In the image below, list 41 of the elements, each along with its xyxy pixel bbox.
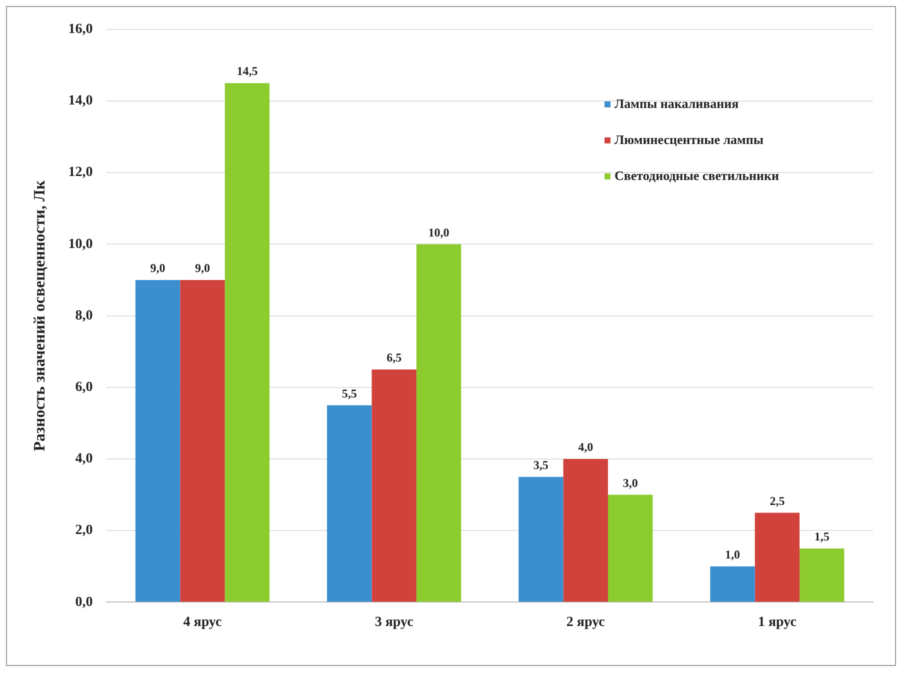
y-tick-label: 12,0 (68, 165, 93, 180)
y-tick-label: 8,0 (75, 308, 93, 324)
data-label: 4,0 (578, 440, 594, 454)
bar (754, 512, 800, 602)
x-tick-label: 1 ярус (758, 615, 796, 630)
data-label: 14,5 (236, 64, 258, 78)
bar (135, 280, 180, 602)
bar (800, 548, 844, 602)
legend-label: Лампы накаливания (614, 96, 739, 111)
y-tick-label: 14,0 (68, 94, 93, 109)
x-tick-label: 4 ярус (183, 615, 222, 630)
data-label: 1,0 (725, 547, 740, 562)
data-label: 1,5 (814, 530, 830, 544)
data-label: 6,5 (386, 350, 402, 365)
data-label: 9,0 (150, 261, 166, 276)
bar (416, 244, 462, 602)
bar (608, 494, 653, 602)
y-tick-label: 16,0 (68, 22, 93, 38)
data-label: 5,5 (342, 386, 357, 400)
y-tick-label: 4,0 (75, 452, 93, 467)
y-tick-label: 2,0 (75, 523, 93, 538)
bar (180, 280, 225, 602)
x-tick-label: 3 ярус (374, 615, 414, 630)
data-label: 2,5 (770, 494, 785, 508)
legend-label: Светодиодные светильники (614, 168, 780, 183)
data-label: 9,0 (194, 261, 210, 276)
bar (372, 370, 416, 602)
bar (710, 566, 755, 602)
legend-label: Люминесцентные лампы (614, 132, 764, 147)
bar (327, 405, 372, 602)
y-tick-label: 6,0 (75, 380, 93, 396)
data-label: 3,0 (622, 476, 638, 490)
bar (563, 459, 608, 602)
y-tick-label: 10,0 (68, 236, 93, 252)
y-tick-label: 0,0 (75, 594, 93, 610)
y-axis-title: Разность значений освещенности, Лк (32, 180, 49, 452)
x-tick-label: 2 ярус (566, 615, 605, 630)
bar (224, 83, 270, 602)
data-label: 3,5 (533, 458, 548, 472)
data-label: 10,0 (428, 225, 450, 240)
bar (518, 476, 564, 602)
